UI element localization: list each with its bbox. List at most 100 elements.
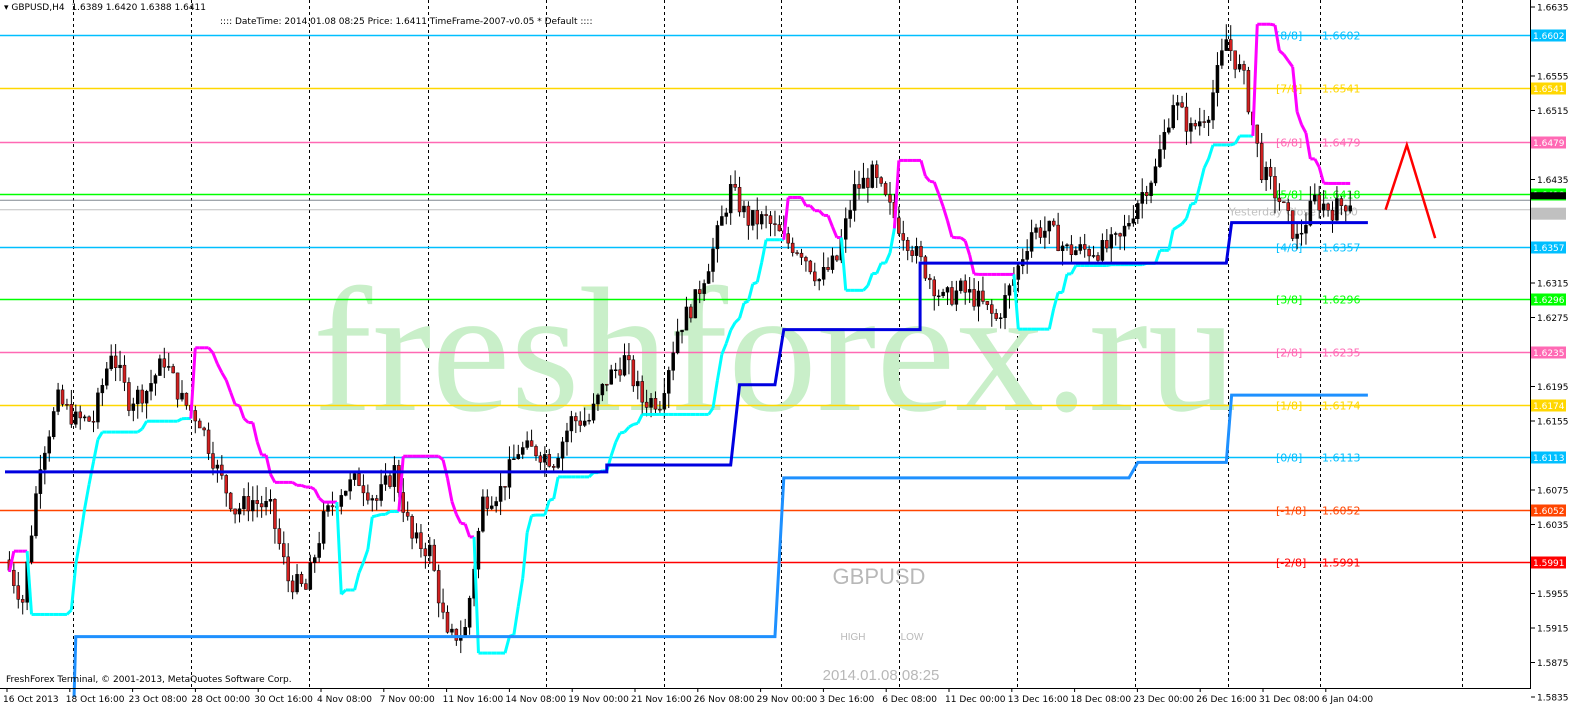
candle-body <box>1184 106 1189 132</box>
level-value-label: 1.6602 <box>1322 30 1361 43</box>
candle-body <box>1136 203 1140 219</box>
candle-body <box>1167 127 1171 133</box>
candle-body <box>1091 255 1096 257</box>
candle-body <box>56 389 60 412</box>
candle-body <box>1233 50 1237 70</box>
candle-body <box>879 177 883 184</box>
candle-body <box>578 420 582 426</box>
candle-body <box>923 256 928 279</box>
trend-line-segment <box>441 459 449 479</box>
candle-body <box>158 358 162 376</box>
level-price-badge-text: 1.6052 <box>1533 507 1565 517</box>
trend-line-segment <box>720 342 728 355</box>
candle-body <box>848 210 852 219</box>
trend-line-segment <box>543 499 551 516</box>
candle-body <box>857 184 861 189</box>
candle-body <box>866 177 870 188</box>
candle-body <box>560 441 565 459</box>
candle-body <box>742 205 746 213</box>
trend-line-segment <box>455 513 463 524</box>
candle-body <box>490 505 494 509</box>
level-price-badge <box>1531 399 1566 412</box>
candle-body <box>242 496 246 510</box>
candle-body <box>38 469 43 494</box>
candle-body <box>711 248 715 272</box>
candle-body <box>419 532 423 549</box>
time-tick-label: 6 Jan 04:00 <box>1322 695 1374 705</box>
candle-body <box>432 544 436 571</box>
candle-body <box>636 381 640 387</box>
candle-body <box>255 500 259 504</box>
candle-body <box>357 473 361 486</box>
trend-line-segment <box>707 407 715 416</box>
trend-line-segment <box>353 572 361 591</box>
time-tick-label: 26 Nov 08:00 <box>694 695 755 705</box>
candle-body <box>273 499 277 529</box>
time-tick-label: 26 Dec 16:00 <box>1196 695 1257 705</box>
candle-body <box>728 184 733 214</box>
candle-body <box>1224 39 1229 51</box>
candle-body <box>1047 220 1052 232</box>
trend-line-segment <box>892 160 901 229</box>
trend-line-segment <box>255 441 264 456</box>
price-axis[interactable]: 1.66021.65411.64791.64181.63571.62961.62… <box>1531 4 1569 704</box>
candle-body <box>675 331 680 354</box>
candle-body <box>697 289 702 294</box>
candle-body <box>835 255 839 261</box>
indicator-lines <box>5 22 1437 698</box>
level-fraction-label: [-2/8] <box>1276 557 1306 570</box>
candle-body <box>60 389 65 405</box>
trend-line-segment <box>743 299 750 305</box>
candle-body <box>821 267 826 280</box>
candle-body <box>998 317 1003 319</box>
trend-line-segment <box>1052 292 1060 310</box>
trend-line-segment <box>340 588 347 596</box>
level-price-badge-text: 1.6479 <box>1533 139 1565 149</box>
trend-line-segment <box>623 426 631 434</box>
level-fraction-label: [6/8] <box>1276 137 1302 150</box>
candle-body <box>180 392 184 400</box>
candle-body <box>605 383 609 386</box>
trend-line-segment <box>531 513 537 518</box>
candle-body <box>733 184 737 188</box>
level-price-badge <box>1531 293 1566 306</box>
candle-body <box>29 535 34 563</box>
candle-body <box>1100 240 1105 261</box>
trend-line-segment <box>1047 308 1056 330</box>
candle-body <box>941 291 945 297</box>
candle-body <box>149 383 153 392</box>
price-tick-label: 1.5875 <box>1537 659 1569 669</box>
trend-line-segment <box>242 417 250 424</box>
candle-body <box>684 306 689 331</box>
candle-body <box>1304 224 1308 234</box>
symbol-header: ▾ GBPUSD,H4 1.6389 1.6420 1.6388 1.6411 <box>4 3 206 13</box>
trend-line-segment <box>1207 144 1215 160</box>
candle-body <box>565 430 569 443</box>
candle-body <box>445 611 450 633</box>
candle-body <box>1215 65 1220 93</box>
level-value-label: 1.6235 <box>1322 347 1361 360</box>
candle-body <box>34 493 38 537</box>
candle-body <box>1122 225 1127 237</box>
candle-body <box>1259 143 1264 181</box>
candle-body <box>618 369 622 376</box>
trend-line-segment <box>831 226 839 239</box>
collapse-icon[interactable]: ▾ <box>4 3 9 13</box>
candle-body <box>1286 202 1290 211</box>
trend-line-segment <box>251 422 259 443</box>
trend-line-segment <box>951 235 957 240</box>
candle-body <box>1335 198 1339 221</box>
symbol-label: GBPUSD,H4 <box>11 3 65 13</box>
trend-line-segment <box>357 561 365 574</box>
candle-body <box>724 212 729 217</box>
price-tick-label: 1.5835 <box>1537 694 1569 704</box>
projection-arrow <box>1384 140 1437 239</box>
trend-line-segment <box>1202 158 1210 169</box>
candle-body <box>352 473 357 480</box>
time-axis[interactable]: 16 Oct 2013 18 Oct 16:00 23 Oct 08:00 28 Oc… <box>3 688 1373 705</box>
candle-body <box>436 570 441 604</box>
candle-body <box>118 364 122 368</box>
trend-line-segment <box>1233 135 1241 145</box>
trend-line-segment <box>1176 222 1183 228</box>
